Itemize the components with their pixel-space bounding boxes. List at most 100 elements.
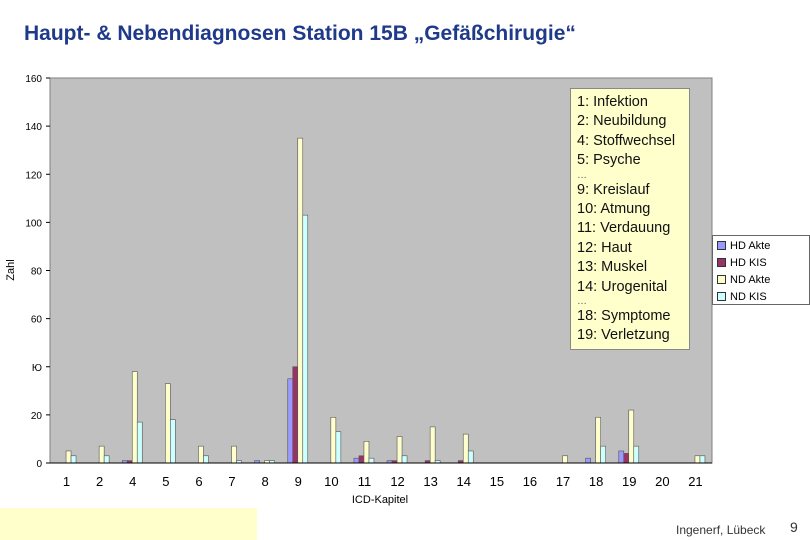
bar-nd-akte xyxy=(628,409,635,464)
chapter-legend-item: 5: Psyche xyxy=(577,152,641,169)
x-tick-label: 1 xyxy=(63,474,70,489)
bar-nd-kis xyxy=(633,445,640,464)
y-tick-label: 60 xyxy=(31,315,43,326)
bar-hd-akte xyxy=(618,450,625,464)
bar-nd-akte xyxy=(429,426,436,464)
bar-nd-akte xyxy=(165,383,171,464)
author-label: Ingenerf, Lübeck xyxy=(676,523,766,537)
bar-nd-akte xyxy=(330,416,337,464)
x-axis: 1 2 4 5 6 7 8 9 10 11 12 13 14 15 16 17 18 19 20 21 xyxy=(50,462,712,489)
bar-nd-kis xyxy=(103,455,110,464)
bar-nd-kis xyxy=(699,455,706,464)
chapter-legend-item: 14: Urogenital xyxy=(577,278,668,295)
bar-nd-kis xyxy=(302,214,309,464)
bar-nd-kis xyxy=(600,445,606,464)
chapter-legend-item: 11: Verdauung xyxy=(577,220,671,237)
bar-nd-akte xyxy=(694,455,701,464)
bar-nd-akte xyxy=(562,455,568,464)
x-tick-label: 15 xyxy=(490,474,504,489)
bar-hd-akte xyxy=(353,457,360,464)
bar-nd-akte xyxy=(595,416,601,464)
y-tick-label: Ю xyxy=(32,363,42,374)
chapter-legend-item: 2: Neubildung xyxy=(577,113,667,130)
bar-hd-akte xyxy=(287,378,294,464)
x-tick-label: 20 xyxy=(655,474,669,489)
bar-hd-kis xyxy=(292,366,299,464)
x-tick-label: 13 xyxy=(423,474,437,489)
x-tick-label: 16 xyxy=(523,474,537,489)
bar-nd-akte xyxy=(462,433,469,464)
bar-hd-akte xyxy=(585,457,591,464)
chapter-legend-item: 1: Infektion xyxy=(577,94,648,110)
slide-title: Haupt- & Nebendiagnosen Station 15B „Gef… xyxy=(24,22,576,45)
bar-nd-kis xyxy=(335,431,342,464)
y-axis: 0 20 Ю 60 80 100 120 140 160 xyxy=(25,74,50,470)
legend-swatch xyxy=(717,292,726,301)
x-tick-label: 6 xyxy=(195,474,202,489)
series-legend-item: ND KIS xyxy=(717,288,805,305)
bar-nd-kis xyxy=(368,457,375,464)
bar-nd-akte xyxy=(231,445,237,464)
bar-nd-kis xyxy=(170,419,176,464)
bar-nd-akte xyxy=(65,450,72,464)
legend-label: ND KIS xyxy=(730,290,767,303)
x-tick-label: 5 xyxy=(162,474,169,489)
y-axis-label: Zahl xyxy=(5,259,17,280)
bar-nd-akte xyxy=(396,436,403,464)
series-legend-item: ND Akte xyxy=(717,271,805,288)
page-number: 9 xyxy=(790,519,798,535)
x-tick-label: 4 xyxy=(129,474,136,489)
bar-nd-akte xyxy=(297,137,304,464)
legend-label: HD KIS xyxy=(730,256,767,269)
bar-nd-kis xyxy=(136,421,143,464)
chapter-legend-item: 10: Atmung xyxy=(577,201,651,218)
bar-nd-akte xyxy=(363,441,370,464)
bar-nd-akte xyxy=(98,445,105,464)
x-tick-label: 12 xyxy=(390,474,404,489)
chapter-legend: 1: Infektion 2: Neubildung 4: Stoffwechsel… xyxy=(570,88,690,350)
bar-hd-kis xyxy=(623,453,630,464)
bar-nd-kis xyxy=(401,455,408,464)
y-tick-label: 160 xyxy=(25,74,42,85)
y-tick-label: 140 xyxy=(25,122,42,133)
x-tick-label: 9 xyxy=(295,474,302,489)
chapter-legend-item: 19: Verletzung xyxy=(577,327,670,344)
y-tick-label: 0 xyxy=(36,459,42,470)
x-tick-label: 14 xyxy=(457,474,471,489)
x-tick-label: 2 xyxy=(96,474,103,489)
y-tick-label: 120 xyxy=(25,170,42,181)
chapter-legend-item: 4: Stoffwechsel xyxy=(577,132,676,149)
bar-nd-akte xyxy=(131,371,138,464)
x-tick-label: 17 xyxy=(556,474,570,489)
x-tick-label: 19 xyxy=(622,474,636,489)
bar-nd-kis xyxy=(467,450,474,464)
footer-box xyxy=(0,508,257,540)
x-tick-label: 10 xyxy=(324,474,338,489)
bar-nd-kis xyxy=(70,455,77,464)
bar-nd-kis xyxy=(203,455,209,464)
bar-nd-akte xyxy=(198,445,204,464)
legend-swatch xyxy=(717,241,726,250)
legend-swatch xyxy=(717,258,726,267)
y-tick-label: 80 xyxy=(31,267,43,278)
series-legend-item: HD Akte xyxy=(717,237,805,254)
legend-swatch xyxy=(717,275,726,284)
chapter-legend-item: … xyxy=(577,296,587,308)
x-tick-label: 7 xyxy=(228,474,235,489)
chapter-legend-item: 9: Kreislauf xyxy=(577,181,650,198)
chapter-legend-item: 18: Symptome xyxy=(577,308,671,325)
x-tick-label: 8 xyxy=(262,474,269,489)
legend-label: HD Akte xyxy=(730,239,771,252)
chapter-legend-item: … xyxy=(577,169,587,181)
bar-hd-kis xyxy=(358,455,365,464)
x-tick-label: 11 xyxy=(358,474,372,489)
series-legend: HD Akte HD KIS ND Akte ND KIS xyxy=(712,235,810,305)
legend-label: ND Akte xyxy=(730,273,771,286)
chapter-legend-item: 13: Muskel xyxy=(577,259,648,276)
x-axis-label: ICD-Kapitel xyxy=(352,494,408,506)
x-tick-label: 18 xyxy=(589,474,603,489)
y-tick-label: 100 xyxy=(25,218,42,229)
chapter-legend-item: 12: Haut xyxy=(577,239,632,256)
y-tick-label: 20 xyxy=(31,411,43,422)
x-tick-label: 21 xyxy=(688,474,702,489)
